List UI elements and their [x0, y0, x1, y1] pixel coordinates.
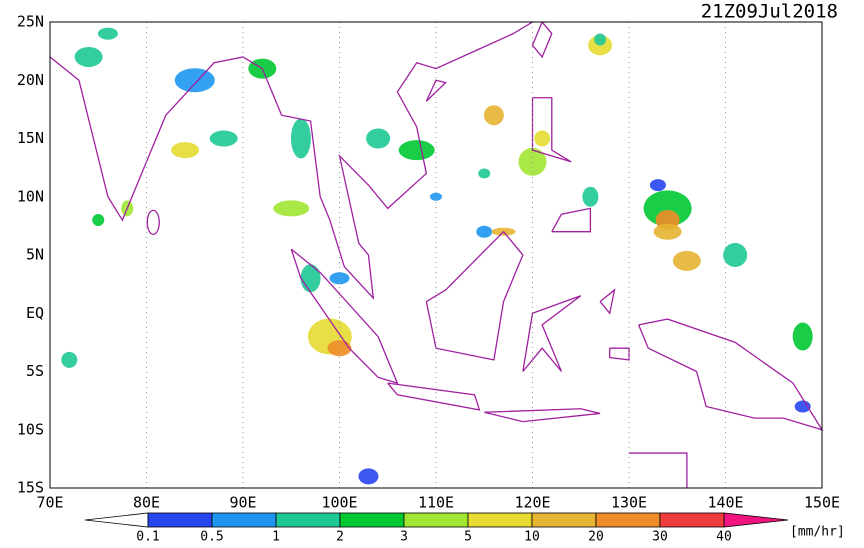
map-title: 21Z09Jul2018 [701, 1, 838, 23]
coastline [599, 288, 616, 315]
lat-label: 15N [17, 129, 44, 147]
coastline [629, 452, 688, 488]
lat-label: 25N [17, 13, 44, 31]
precip-patch [300, 264, 321, 293]
precip-patch [476, 225, 493, 238]
colorbar-label: 20 [588, 530, 604, 545]
coastline [609, 347, 630, 361]
precip-patch [398, 140, 435, 161]
lat-label: EQ [26, 304, 44, 322]
lon-label: 150E [804, 494, 840, 512]
lon-label: 80E [133, 494, 160, 512]
lat-label: 20N [17, 71, 44, 89]
coastline [146, 209, 160, 236]
colorbar-bin [659, 512, 725, 528]
precip-patch [518, 147, 547, 176]
precip-patch [478, 168, 491, 179]
colorbar-label: 0.5 [200, 530, 223, 545]
colorbar-bin [595, 512, 661, 528]
precip-patch [174, 68, 215, 93]
colorbar-label: 5 [464, 530, 472, 545]
precip-patch [582, 186, 599, 207]
precipitation-layer [61, 27, 813, 485]
precip-patch [97, 27, 118, 40]
precip-patch [483, 105, 504, 126]
colorbar-label: 30 [652, 530, 668, 545]
precip-patch [358, 468, 379, 485]
colorbar-bin [275, 512, 341, 528]
precip-patch [366, 128, 391, 149]
colorbar-bin [531, 512, 597, 528]
lon-label: 70E [36, 494, 63, 512]
colorbar-label: 0.1 [136, 530, 159, 545]
coastlines [49, 21, 824, 488]
lat-label: 10N [17, 187, 44, 205]
precip-patch [649, 179, 666, 192]
precip-patch [74, 46, 103, 67]
precip-patch [209, 130, 238, 147]
precip-patch [171, 142, 200, 159]
lat-label: 15S [17, 479, 44, 497]
map-frame [49, 21, 823, 489]
colorbar-label: 2 [336, 530, 344, 545]
lon-label: 140E [707, 494, 743, 512]
coastline [425, 230, 524, 361]
lon-label: 110E [418, 494, 454, 512]
colorbar-high [723, 512, 789, 528]
colorbar-bin [339, 512, 405, 528]
precip-patch [290, 118, 311, 159]
coastline [638, 318, 824, 431]
coastline [484, 408, 601, 423]
colorbar-bin [211, 512, 277, 528]
coastline [49, 21, 533, 301]
precip-patch [672, 250, 701, 271]
precip-patch [792, 322, 813, 351]
coastline [531, 97, 572, 163]
colorbar-label: 40 [716, 530, 732, 545]
coastline [551, 207, 592, 233]
lat-label: 10S [17, 420, 44, 438]
coastline [522, 295, 582, 372]
coastline [425, 79, 447, 102]
precip-patch [92, 214, 105, 227]
colorbar-label: 1 [272, 530, 280, 545]
colorbar-bin [147, 512, 213, 528]
precip-patch [329, 272, 350, 285]
precip-patch [327, 340, 352, 357]
coastline [387, 382, 481, 411]
precip-patch [273, 200, 310, 217]
precip-patch [723, 243, 748, 267]
precip-patch [534, 130, 551, 147]
lon-label: 120E [514, 494, 550, 512]
coastline [531, 21, 553, 59]
colorbar-units: [mm/hr] [790, 525, 845, 540]
lon-label: 100E [321, 494, 357, 512]
colorbar-bin [403, 512, 469, 528]
precip-patch [653, 223, 682, 240]
colorbar-label: 10 [524, 530, 540, 545]
lon-label: 130E [611, 494, 647, 512]
lat-label: 5S [26, 362, 44, 380]
precip-patch [594, 33, 607, 46]
colorbar-bin [467, 512, 533, 528]
lat-label: 5N [26, 246, 44, 264]
colorbar-label: 3 [400, 530, 408, 545]
coastline [290, 248, 399, 385]
lon-label: 90E [229, 494, 256, 512]
colorbar: 0.1 0.5 1 2 3 5 10 20 30 40 [84, 512, 789, 545]
precip-patch [794, 400, 811, 413]
precip-patch [430, 192, 442, 201]
precip-patch [61, 351, 78, 368]
precip-patch [643, 190, 692, 227]
